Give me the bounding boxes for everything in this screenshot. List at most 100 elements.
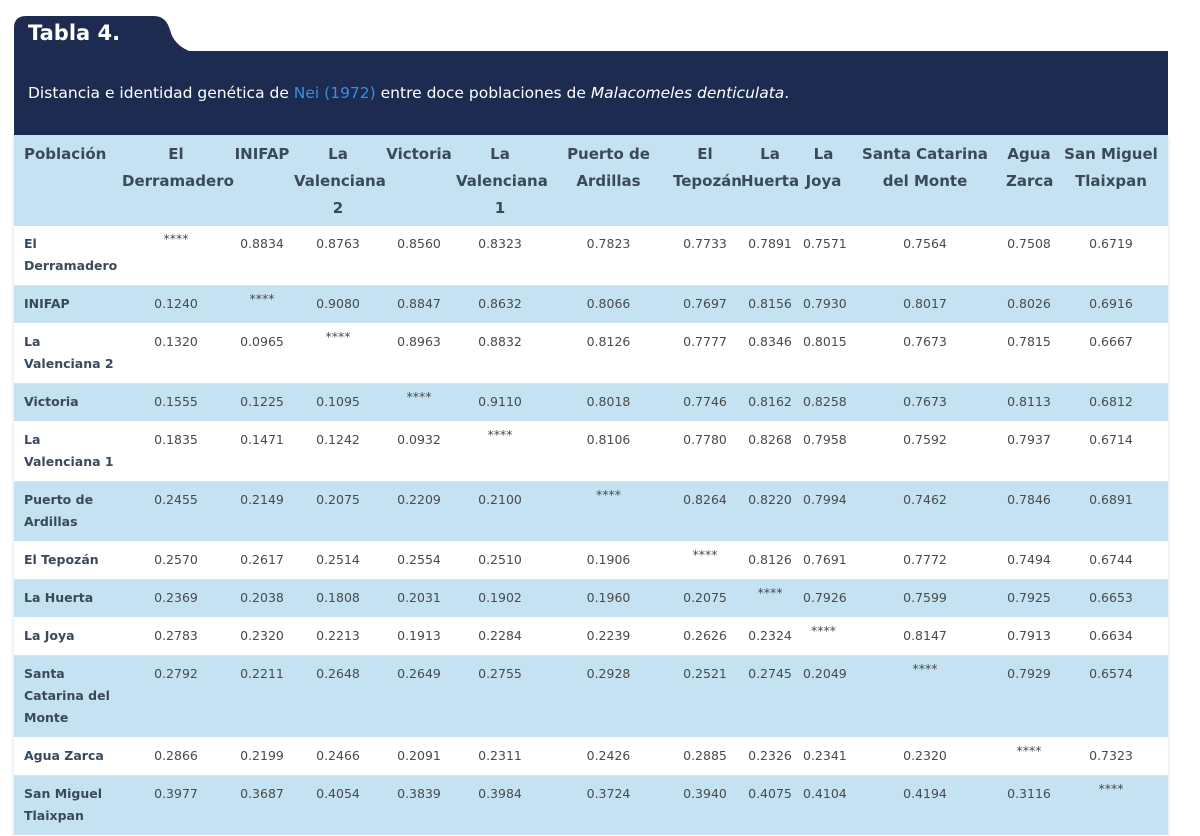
diagonal-cell: **** (671, 541, 739, 580)
table-cell: 0.2426 (546, 737, 671, 776)
diagonal-cell: **** (546, 481, 671, 542)
table-cell: 0.1960 (546, 579, 671, 618)
table-cell: 0.8017 (846, 285, 1004, 324)
table-cell: 0.7592 (846, 421, 1004, 482)
table-row: La Valenciana 2 0.1320 0.0965 **** 0.8963 0.8… (14, 323, 1168, 384)
table-cell: 0.2211 (232, 655, 292, 738)
row-header: INIFAP (14, 285, 120, 324)
table-cell: 0.2648 (292, 655, 384, 738)
diagonal-cell: **** (120, 226, 232, 286)
table-cell: 0.2049 (801, 655, 847, 738)
table-cell: 0.2209 (384, 481, 454, 542)
table-cell: 0.8323 (454, 226, 546, 286)
table-cell: 0.2521 (671, 655, 739, 738)
table-cell: 0.7571 (801, 226, 847, 286)
table-cell: 0.2928 (546, 655, 671, 738)
table-cell: 0.8018 (546, 383, 671, 422)
table-cell: 0.6653 (1054, 579, 1168, 618)
table-cell: 0.8113 (1004, 383, 1054, 422)
table-cell: 0.2783 (120, 617, 232, 656)
table-cell: 0.2149 (232, 481, 292, 542)
table-cell: 0.7494 (1004, 541, 1054, 580)
table-cell: 0.7772 (846, 541, 1004, 580)
caption-prefix: Distancia e identidad genética de (28, 84, 294, 102)
table-cell: 0.2091 (384, 737, 454, 776)
table-cell: 0.2031 (384, 579, 454, 618)
row-header: La Valenciana 2 (14, 323, 120, 384)
column-header: La Joya (801, 135, 846, 226)
table-row: El Derramadero **** 0.8834 0.8763 0.8560 0.83… (14, 226, 1168, 286)
table-row: Puerto de Ardillas 0.2455 0.2149 0.2075 0.22… (14, 481, 1168, 542)
column-header: Puerto de Ardillas (546, 135, 671, 226)
table-cell: 0.1902 (454, 579, 546, 618)
table-cell: 0.9080 (292, 285, 384, 324)
table-cell: 0.8763 (292, 226, 384, 286)
table-cell: 0.2514 (292, 541, 384, 580)
table-cell: 0.7691 (801, 541, 847, 580)
table-cell: 0.1555 (120, 383, 232, 422)
table-row: Santa Catarina del Monte 0.2792 0.2211 0.26… (14, 655, 1168, 738)
table-cell: 0.6714 (1054, 421, 1168, 482)
table-cell: 0.7815 (1004, 323, 1054, 384)
table-cell: 0.2510 (454, 541, 546, 580)
diagonal-cell: **** (454, 421, 546, 482)
caption-header: Distancia e identidad genética de Nei (1… (14, 51, 1168, 135)
table-row: San Miguel Tlaixpan 0.3977 0.3687 0.4054 0.3… (14, 775, 1168, 836)
table-cell: 0.7777 (671, 323, 739, 384)
row-header: El Tepozán (14, 541, 120, 580)
column-header: Agua Zarca (1004, 135, 1054, 226)
diagonal-cell: **** (232, 285, 292, 324)
table-caption: Distancia e identidad genética de Nei (1… (28, 84, 789, 102)
caption-reference-link[interactable]: Nei (1972) (293, 84, 376, 102)
table-cell: 0.7937 (1004, 421, 1054, 482)
table-cell: 0.6812 (1054, 383, 1168, 422)
table-cell: 0.3977 (120, 775, 232, 836)
column-header: La Huerta (739, 135, 801, 226)
column-header: El Tepozán (671, 135, 742, 226)
table-cell: 0.8126 (739, 541, 801, 580)
column-header: La Valenciana 1 (454, 135, 548, 226)
table-cell: 0.8258 (801, 383, 847, 422)
table-cell: 0.2866 (120, 737, 232, 776)
row-header: La Huerta (14, 579, 120, 618)
table-cell: 0.2341 (801, 737, 847, 776)
table-cell: 0.8847 (384, 285, 454, 324)
table-row: Agua Zarca 0.2866 0.2199 0.2466 0.2091 0.2311… (14, 737, 1168, 776)
table-cell: 0.2755 (454, 655, 546, 738)
table-cell: 0.6634 (1054, 617, 1168, 656)
table-cell: 0.7930 (801, 285, 847, 324)
tab-shape (14, 16, 192, 52)
table-cell: 0.2320 (232, 617, 292, 656)
table-cell: 0.8106 (546, 421, 671, 482)
table-cell: 0.6891 (1054, 481, 1168, 542)
table-cell: 0.6574 (1054, 655, 1168, 738)
table-cell: 0.8126 (546, 323, 671, 384)
distance-table: Población El Derramadero INIFAP La Valencia… (14, 135, 1168, 836)
caption-species: Malacomeles denticulata (590, 84, 785, 102)
table-cell: 0.1913 (384, 617, 454, 656)
table-cell: 0.7925 (1004, 579, 1054, 618)
table-cell: 0.0965 (232, 323, 292, 384)
table-row: Victoria 0.1555 0.1225 0.1095 **** 0.9110 0.80… (14, 383, 1168, 422)
table-cell: 0.2617 (232, 541, 292, 580)
table-cell: 0.8264 (671, 481, 739, 542)
column-header: INIFAP (232, 135, 292, 226)
column-header: El Derramadero (120, 135, 234, 226)
table-cell: 0.2311 (454, 737, 546, 776)
diagonal-cell: **** (801, 617, 846, 656)
diagonal-cell: **** (1004, 737, 1054, 776)
table-cell: 0.7733 (671, 226, 739, 286)
table-cell: 0.7746 (671, 383, 739, 422)
table-cell: 0.7599 (846, 579, 1004, 618)
table-cell: 0.7926 (801, 579, 847, 618)
diagonal-cell: **** (739, 579, 801, 618)
row-header: Puerto de Ardillas (14, 481, 120, 542)
table-cell: 0.7929 (1004, 655, 1054, 738)
header-row: Población El Derramadero INIFAP La Valencia… (14, 135, 1168, 226)
table-cell: 0.7508 (1004, 226, 1054, 286)
table-cell: 0.2326 (739, 737, 801, 776)
table-cell: 0.8066 (546, 285, 671, 324)
diagonal-cell: **** (846, 655, 1004, 738)
table-cell: 0.2649 (384, 655, 454, 738)
table-row: INIFAP 0.1240 **** 0.9080 0.8847 0.8632 0.8066… (14, 285, 1168, 324)
